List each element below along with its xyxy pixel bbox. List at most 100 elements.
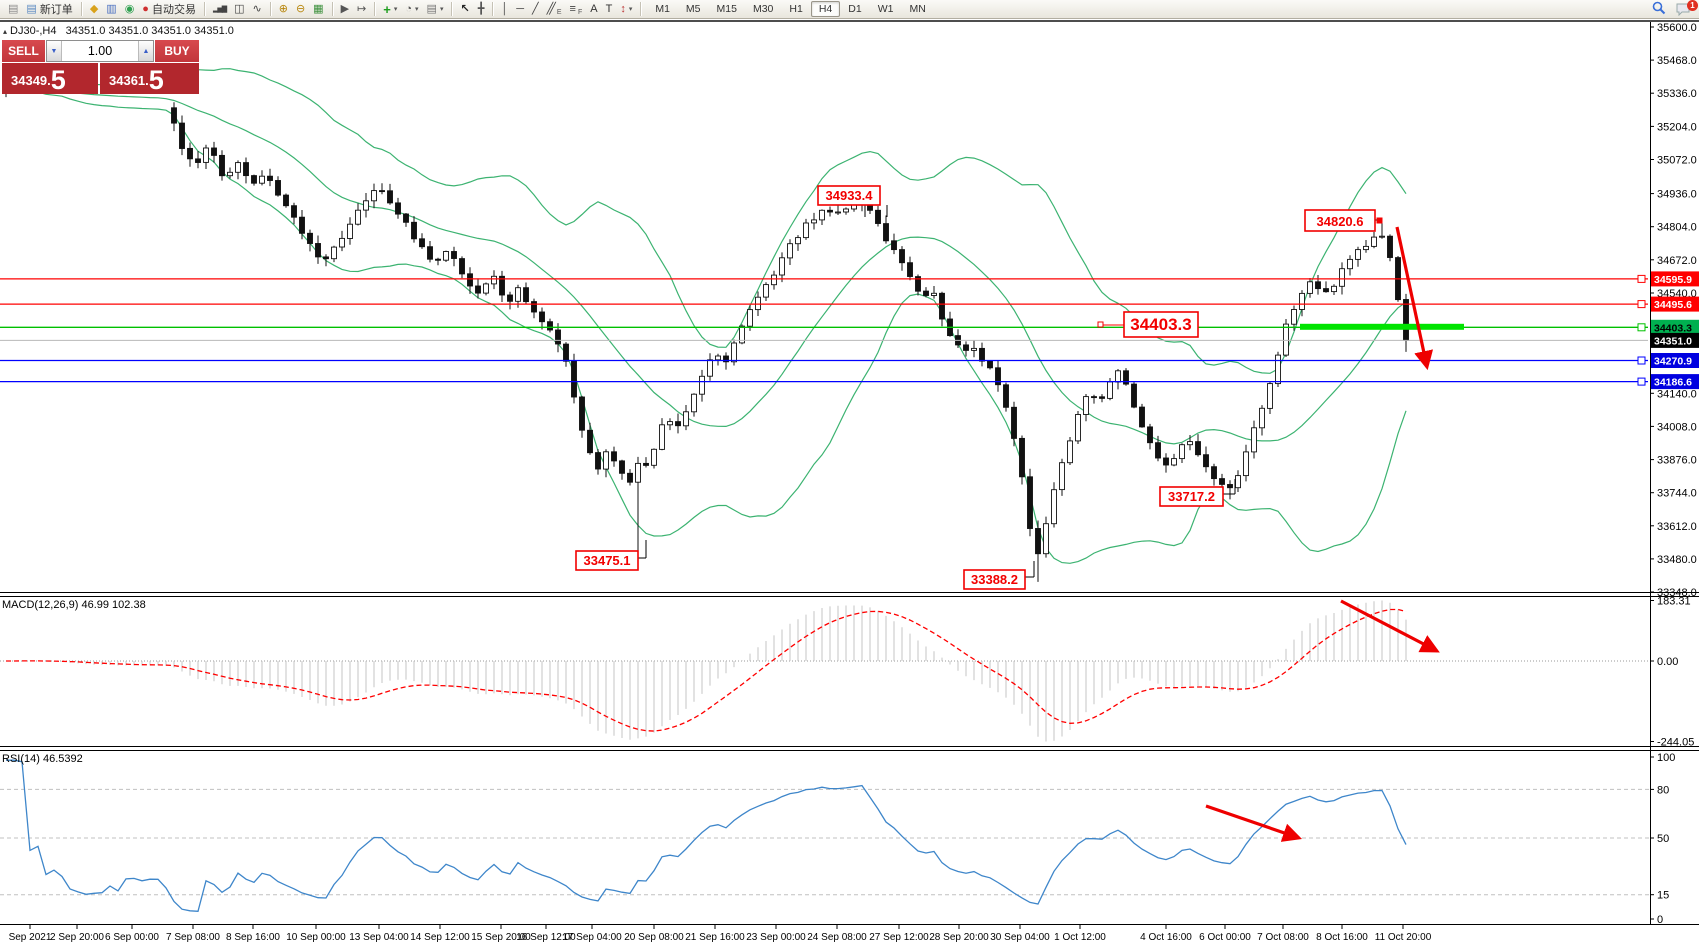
- indicators-icon[interactable]: + ▾: [379, 1, 401, 18]
- candle-bearish: [299, 216, 305, 234]
- toolbar: ▤ ▤ 新订单 ◆ ▥ ◉ ● 自动交易 ▂▅▇ ◫ ∿ ⊕ ⊖ ▦ ▶ ↦ + ▾ ◔ ▾ ▤ ▾ ↖ ╋ │ ─ ╱ ╱╱ E ≡ F A…: [0, 0, 1699, 19]
- date-label: 2 Sep 20:00: [50, 932, 104, 943]
- trend-arrow-main[interactable]: [1395, 226, 1434, 371]
- horizontal-line-icon[interactable]: ─: [512, 1, 528, 18]
- candle-bullish: [659, 424, 665, 450]
- line-handle[interactable]: [1637, 323, 1646, 332]
- search-icon[interactable]: [1652, 1, 1666, 18]
- line-handle[interactable]: [1637, 377, 1646, 386]
- zoom-out-icon[interactable]: ⊖: [292, 1, 309, 18]
- signal-icon: ◉: [124, 2, 135, 15]
- crosshair-icon[interactable]: ╋: [474, 1, 489, 18]
- price-annotation-34933.4[interactable]: 34933.4: [817, 185, 888, 217]
- timeframe-d1[interactable]: D1: [848, 3, 862, 15]
- candle-bearish: [891, 240, 897, 251]
- indicators-icon-caret-icon: ▾: [393, 6, 398, 13]
- candlestick-chart-icon[interactable]: ◫: [230, 1, 248, 18]
- arrows-icon[interactable]: ↕ ▾: [616, 1, 636, 18]
- timeframe-m1[interactable]: M1: [655, 3, 670, 15]
- vertical-line-icon[interactable]: │: [497, 1, 512, 18]
- timeframe-h1[interactable]: H1: [789, 3, 803, 15]
- crosshair-icon: ╋: [477, 2, 485, 15]
- candle-bearish: [611, 451, 617, 462]
- volume-decrease-button[interactable]: ▼: [47, 41, 62, 61]
- timeframe-m15[interactable]: M15: [716, 3, 737, 15]
- cursor-icon: ↖: [460, 2, 470, 15]
- periods-icon: ◔: [405, 2, 413, 15]
- bar-chart-icon[interactable]: ▂▅▇: [209, 1, 230, 18]
- cursor-icon[interactable]: ↖: [456, 1, 473, 18]
- new-order-button[interactable]: ▤ 新订单: [22, 1, 76, 18]
- candle-bullish: [1379, 235, 1385, 238]
- data-window-icon[interactable]: ▥: [102, 1, 120, 18]
- candle-bearish: [995, 367, 1001, 386]
- candle-bearish: [315, 243, 321, 258]
- candle-bullish: [739, 325, 745, 344]
- text-label-icon[interactable]: T: [602, 1, 617, 18]
- price-label-34403.3: 34403.3: [1654, 322, 1692, 334]
- timeframe-m5[interactable]: M5: [685, 3, 701, 15]
- price-label-box-34351.0: [1651, 332, 1699, 348]
- trendline-icon[interactable]: ╱: [528, 1, 543, 18]
- macd-tick-label: 183.31: [1657, 596, 1691, 608]
- timeframe-m30[interactable]: M30: [752, 3, 774, 15]
- date-label: 8 Oct 16:00: [1316, 932, 1368, 943]
- price-annotation-33717.2[interactable]: 33717.2: [1159, 479, 1236, 507]
- candle-bearish: [411, 221, 417, 240]
- channel-icon[interactable]: ╱╱ E: [543, 1, 566, 18]
- fibonacci-icon[interactable]: ≡ F: [566, 1, 587, 18]
- sell-price[interactable]: 34349. 5: [2, 63, 98, 94]
- auto-scroll-icon[interactable]: ▶: [337, 1, 353, 18]
- chart-shift-icon[interactable]: ↦: [353, 1, 370, 18]
- price-annotation-33475.1[interactable]: 33475.1: [575, 540, 647, 571]
- chart-shift-icon: ↦: [357, 2, 367, 15]
- volume-increase-button[interactable]: ▲: [138, 41, 153, 61]
- new-chart-window-icon[interactable]: ▤: [4, 1, 22, 18]
- trend-arrow-rsi[interactable]: [1205, 804, 1303, 842]
- auto-trading-button[interactable]: ● 自动交易: [138, 1, 200, 18]
- timeframe-w1[interactable]: W1: [877, 3, 894, 15]
- price-annotation-33388.2[interactable]: 33388.2: [963, 561, 1035, 590]
- trend-arrow-macd[interactable]: [1340, 599, 1440, 653]
- zoom-in-icon[interactable]: ⊕: [275, 1, 292, 18]
- price-tick-label: 35600.0: [1657, 22, 1697, 34]
- sell-price-main: 34349.: [11, 73, 51, 88]
- charts-gold-icon[interactable]: ◆: [86, 1, 102, 18]
- line-handle[interactable]: [1637, 274, 1646, 283]
- line-handle[interactable]: [1637, 300, 1646, 309]
- templates-icon[interactable]: ▤ ▾: [423, 1, 448, 18]
- rsi-tick-label: 80: [1657, 784, 1669, 796]
- toolbar-items: ▤ ▤ 新订单 ◆ ▥ ◉ ● 自动交易 ▂▅▇ ◫ ∿ ⊕ ⊖ ▦ ▶ ↦ + ▾ ◔ ▾ ▤ ▾ ↖ ╋ │ ─ ╱ ╱╱ E ≡ F A…: [4, 0, 934, 19]
- volume-input[interactable]: 1.00: [87, 44, 113, 58]
- buy-price-big-digit: 5: [148, 65, 164, 95]
- candle-bullish: [1067, 440, 1073, 464]
- buy-price[interactable]: 34361. 5: [100, 63, 199, 94]
- candle-bearish: [1131, 383, 1137, 408]
- auto-trading-button-label: 自动交易: [151, 4, 196, 16]
- price-annotation-34403.3[interactable]: 34403.3: [1097, 311, 1199, 338]
- sell-button[interactable]: SELL: [2, 40, 45, 62]
- candle-bearish: [427, 246, 433, 260]
- date-label: 1 Oct 12:00: [1054, 932, 1106, 943]
- buy-button[interactable]: BUY: [155, 40, 199, 62]
- line-handle[interactable]: [1637, 356, 1646, 365]
- timeframe-mn[interactable]: MN: [909, 3, 926, 15]
- candle-bearish: [1203, 454, 1209, 468]
- candle-bearish: [571, 360, 577, 398]
- candlestick-chart-icon: ◫: [234, 2, 245, 15]
- price-annotation-34820.6[interactable]: 34820.6: [1304, 209, 1383, 232]
- new-order-button-icon: ▤: [26, 2, 37, 15]
- timeframe-h4[interactable]: H4: [810, 1, 841, 17]
- chat-icon[interactable]: 1: [1676, 0, 1698, 16]
- line-chart-icon[interactable]: ∿: [249, 1, 266, 18]
- candle-bearish: [1155, 442, 1161, 459]
- candle-bearish: [1019, 437, 1025, 478]
- text-icon[interactable]: A: [586, 1, 601, 18]
- tile-windows-icon[interactable]: ▦: [309, 1, 327, 18]
- signal-icon[interactable]: ◉: [121, 1, 139, 18]
- thick-green-segment[interactable]: [1300, 323, 1464, 330]
- periods-icon[interactable]: ◔ ▾: [401, 1, 422, 18]
- one-click-trading-panel: SELL ▼ 1.00 ▲ BUY 34349. 5 34361. 5: [2, 40, 199, 94]
- charts-gold-icon: ◆: [89, 2, 99, 15]
